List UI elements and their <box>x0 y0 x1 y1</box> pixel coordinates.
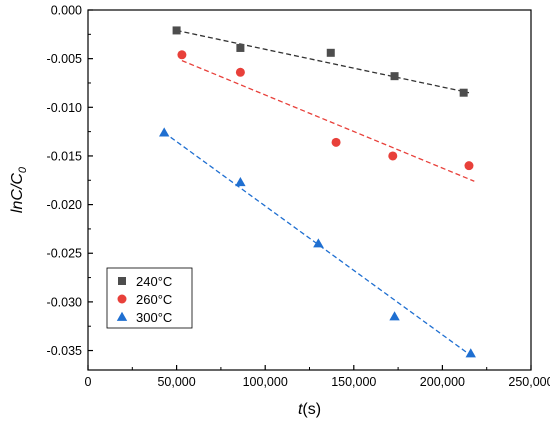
fit-line-series-3 <box>163 132 472 356</box>
data-points <box>158 26 476 358</box>
data-point-series-1 <box>326 48 335 57</box>
y-tick-label: -0.030 <box>47 295 82 309</box>
legend: 240°C 260°C 300°C <box>106 267 193 329</box>
fit-lines <box>163 29 475 356</box>
x-tick-label: 100,000 <box>243 375 288 389</box>
data-point-series-2 <box>177 50 187 60</box>
y-tick-label: -0.025 <box>47 247 82 261</box>
x-tick-label: 200,000 <box>420 375 465 389</box>
data-point-series-3 <box>235 177 246 187</box>
data-point-series-3 <box>158 127 170 137</box>
legend-label-series-3: 300°C <box>136 310 172 325</box>
tick-labels: 0 50,000 100,000 150,000 200,000 250,000 0.000… <box>47 4 550 390</box>
y-axis-label: lnC/C0 <box>9 166 29 213</box>
x-axis-label-unit: (s) <box>302 401 321 418</box>
y-tick-label: -0.035 <box>47 344 82 358</box>
data-point-series-1 <box>459 88 468 97</box>
y-tick-label: 0.000 <box>51 4 82 18</box>
fit-line-series-1 <box>176 29 470 94</box>
y-tick-label: -0.005 <box>47 52 82 66</box>
x-tick-label: 0 <box>85 375 92 389</box>
data-point-series-2 <box>235 67 245 77</box>
y-axis-label-subscript: 0 <box>17 166 29 173</box>
x-axis-label-italic: t <box>298 401 303 418</box>
x-axis-label: t(s) <box>298 401 321 418</box>
y-tick-label: -0.010 <box>47 101 82 115</box>
data-point-series-2 <box>464 161 474 171</box>
fit-line-series-2 <box>181 59 475 182</box>
x-tick-label: 250,000 <box>508 375 550 389</box>
x-tick-label: 150,000 <box>331 375 376 389</box>
data-point-series-2 <box>388 151 398 161</box>
y-tick-label: -0.015 <box>47 149 82 163</box>
legend-marker-series-2 <box>117 294 127 304</box>
data-point-series-3 <box>389 311 400 321</box>
legend-label-series-1: 240°C <box>136 274 172 289</box>
data-point-series-2 <box>331 137 341 147</box>
data-point-series-3 <box>313 238 324 248</box>
legend-marker-series-1 <box>118 277 126 285</box>
x-tick-label: 50,000 <box>157 375 195 389</box>
data-point-series-1 <box>236 43 245 52</box>
y-axis-label-main: lnC/C <box>9 173 26 213</box>
y-tick-label: -0.020 <box>47 198 82 212</box>
data-point-series-1 <box>390 72 399 81</box>
data-point-series-3 <box>465 348 476 358</box>
legend-label-series-2: 260°C <box>136 292 172 307</box>
data-point-series-1 <box>172 26 181 35</box>
plot-frame <box>87 9 532 371</box>
legend-marker-series-3 <box>116 311 128 321</box>
